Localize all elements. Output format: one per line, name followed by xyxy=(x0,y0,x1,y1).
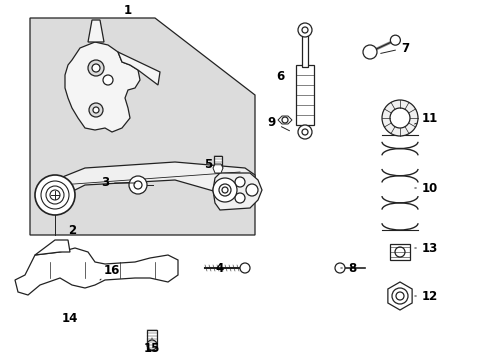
Text: 16: 16 xyxy=(100,264,120,280)
Text: 2: 2 xyxy=(68,224,76,237)
Circle shape xyxy=(93,107,99,113)
Circle shape xyxy=(219,184,230,196)
Text: 4: 4 xyxy=(215,261,224,274)
Bar xyxy=(295,65,313,125)
Polygon shape xyxy=(30,18,254,235)
Circle shape xyxy=(147,340,157,350)
Polygon shape xyxy=(213,173,262,210)
Circle shape xyxy=(297,125,311,139)
Polygon shape xyxy=(88,20,104,42)
Text: 13: 13 xyxy=(414,242,437,255)
Text: 12: 12 xyxy=(414,289,437,302)
Circle shape xyxy=(240,263,249,273)
Circle shape xyxy=(235,193,244,203)
Circle shape xyxy=(92,64,100,72)
Circle shape xyxy=(282,117,287,123)
Polygon shape xyxy=(55,162,254,200)
Circle shape xyxy=(389,35,400,45)
Circle shape xyxy=(391,288,407,304)
Circle shape xyxy=(50,190,60,200)
Circle shape xyxy=(103,75,113,85)
Text: 14: 14 xyxy=(61,311,78,324)
Text: 8: 8 xyxy=(340,261,355,274)
Text: 3: 3 xyxy=(101,176,135,189)
Circle shape xyxy=(302,129,307,135)
Circle shape xyxy=(89,103,103,117)
Circle shape xyxy=(389,108,409,128)
Circle shape xyxy=(302,27,307,33)
Text: 1: 1 xyxy=(123,4,132,17)
Text: 6: 6 xyxy=(275,71,284,84)
Bar xyxy=(302,32,307,67)
Polygon shape xyxy=(387,282,411,310)
Circle shape xyxy=(297,23,311,37)
Circle shape xyxy=(41,181,69,209)
Circle shape xyxy=(222,187,227,193)
Circle shape xyxy=(245,184,258,196)
Text: 10: 10 xyxy=(414,181,437,194)
Circle shape xyxy=(46,186,64,204)
Polygon shape xyxy=(213,164,223,173)
Circle shape xyxy=(395,292,403,300)
Polygon shape xyxy=(15,248,178,295)
Polygon shape xyxy=(118,52,160,85)
Circle shape xyxy=(394,247,404,257)
Circle shape xyxy=(134,181,142,189)
Circle shape xyxy=(129,176,147,194)
Polygon shape xyxy=(35,240,70,255)
Polygon shape xyxy=(65,42,140,132)
Bar xyxy=(389,244,409,260)
Bar xyxy=(214,156,222,168)
Text: 15: 15 xyxy=(143,338,160,355)
Text: 9: 9 xyxy=(267,116,289,131)
Circle shape xyxy=(334,263,345,273)
Circle shape xyxy=(381,100,417,136)
Text: 7: 7 xyxy=(380,41,408,54)
Bar xyxy=(147,330,157,350)
Circle shape xyxy=(362,45,376,59)
Text: 11: 11 xyxy=(414,112,437,125)
Circle shape xyxy=(88,60,104,76)
Circle shape xyxy=(213,178,237,202)
Circle shape xyxy=(235,177,244,187)
Text: 5: 5 xyxy=(203,158,212,171)
Circle shape xyxy=(35,175,75,215)
Polygon shape xyxy=(278,116,291,124)
